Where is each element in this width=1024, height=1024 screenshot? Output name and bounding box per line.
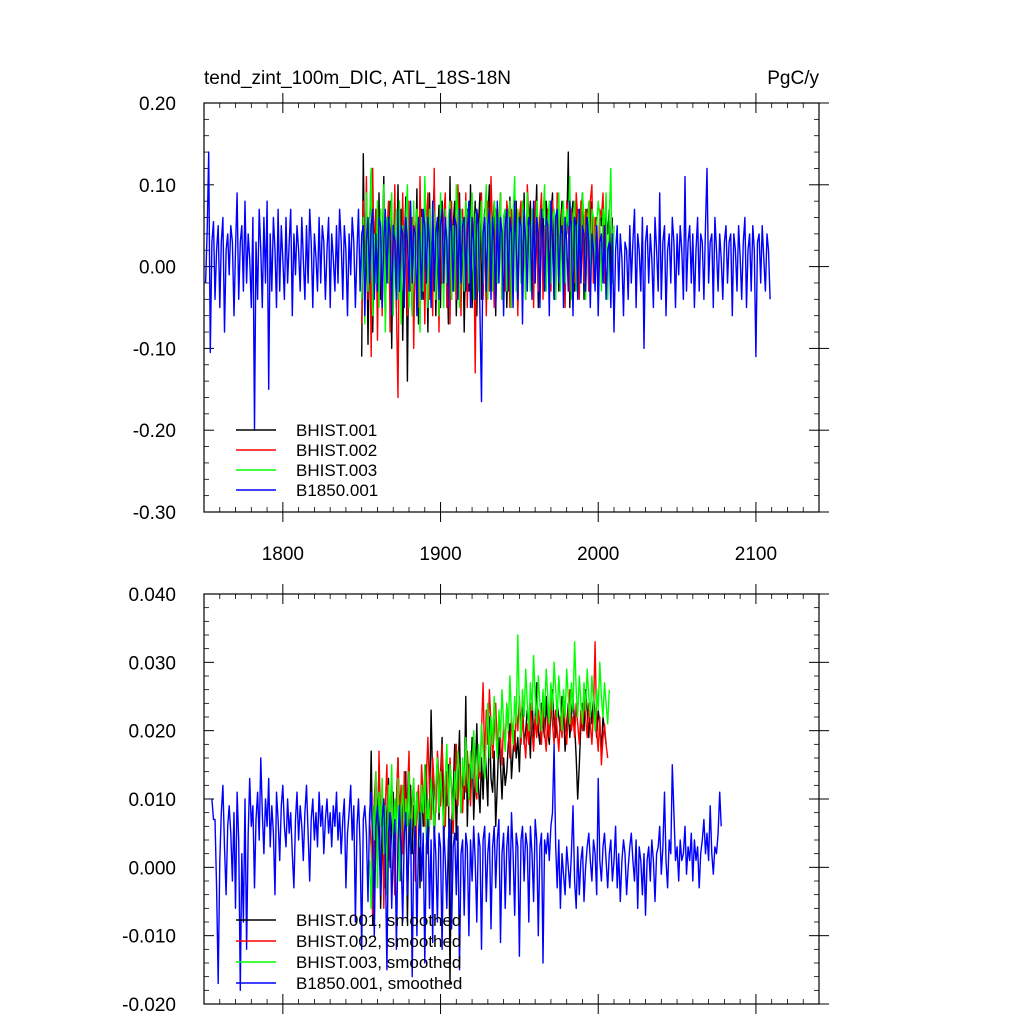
bottom-ytick-label: 0.030: [128, 653, 176, 674]
top-ytick-label: 0.10: [139, 176, 176, 197]
top-legend-label-3: B1850.001: [296, 481, 378, 500]
top-plot-frame: [203, 102, 820, 513]
bottom-legend-label-1: BHIST.002, smoothed: [296, 932, 461, 951]
bottom-series-line-3: [211, 743, 722, 991]
top-legend-label-2: BHIST.003: [296, 461, 377, 480]
top-xtick-label: 1900: [419, 544, 461, 565]
top-legend-label-1: BHIST.002: [296, 441, 377, 460]
top-xtick-label: 2100: [735, 544, 777, 565]
bottom-series-line-2: [368, 634, 610, 909]
top-ytick-label: 0.20: [139, 94, 176, 115]
bottom-legend: BHIST.001, smoothed BHIST.002, smoothed BH…: [236, 911, 462, 993]
bottom-ytick-label: 0.010: [128, 790, 176, 811]
top-series-group: [204, 151, 771, 431]
bottom-axis-ticks: -0.020 -0.010 0.000 0.010 0.020 0.030 0.040: [122, 584, 829, 1016]
bottom-ytick-label: 0.000: [128, 858, 176, 879]
bottom-legend-label-0: BHIST.001, smoothed: [296, 911, 461, 930]
bottom-series-group: [211, 634, 722, 991]
top-legend-label-0: BHIST.001: [296, 421, 377, 440]
bottom-ytick-label: -0.010: [122, 927, 176, 948]
top-ytick-label: -0.10: [133, 339, 176, 360]
bottom-ytick-label: 0.020: [128, 722, 176, 743]
bottom-ytick-label: -0.020: [122, 995, 176, 1016]
bottom-legend-label-2: BHIST.003, smoothed: [296, 953, 461, 972]
top-chart-units: PgC/y: [767, 68, 819, 89]
top-xtick-label: 1800: [262, 544, 304, 565]
top-chart-title: tend_zint_100m_DIC, ATL_18S-18N: [204, 68, 511, 89]
top-series-line-3: [204, 151, 771, 431]
top-panel: tend_zint_100m_DIC, ATL_18S-18N PgC/y 18…: [133, 68, 829, 565]
bottom-panel: -0.020 -0.010 0.000 0.010 0.020 0.030 0.040 BH…: [122, 584, 829, 1016]
top-axis-ticks: 1800 1900 2000 2100 -0.30 -0.20 -0.10 0.00 0.10 0…: [133, 93, 829, 565]
bottom-series-line-0: [368, 682, 607, 985]
bottom-legend-label-3: B1850.001, smoothed: [296, 974, 462, 993]
top-ytick-label: 0.00: [139, 258, 176, 279]
top-ytick-label: -0.20: [133, 421, 176, 442]
bottom-ytick-label: 0.040: [128, 585, 176, 606]
top-ytick-label: -0.30: [133, 503, 176, 524]
top-xtick-label: 2000: [577, 544, 619, 565]
